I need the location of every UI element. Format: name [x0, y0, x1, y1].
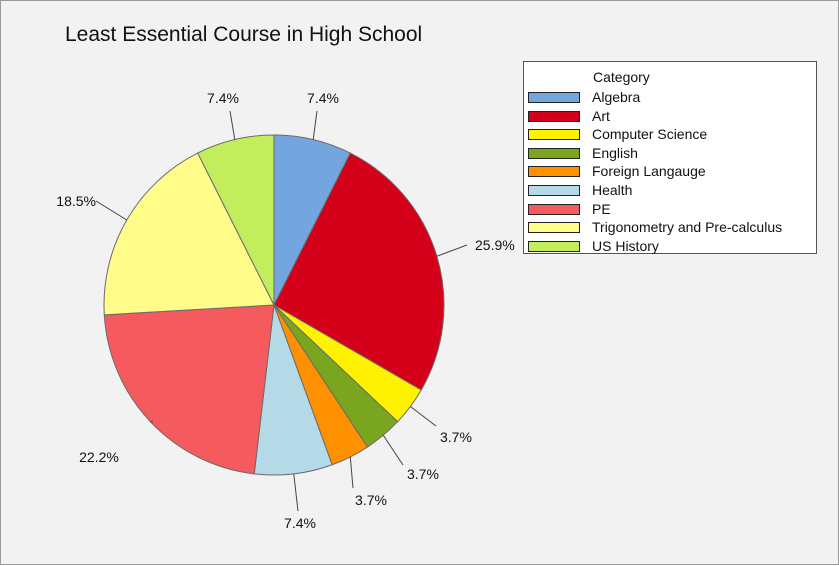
data-label-art: 25.9%	[475, 237, 515, 253]
legend-swatch-trigonometry-and-pre-calculus	[528, 222, 580, 233]
leader-line-english	[383, 435, 403, 465]
leader-line-art	[437, 245, 467, 256]
leader-line-algebra	[313, 111, 317, 140]
legend-item-algebra: Algebra	[528, 89, 816, 107]
legend-label-us-history: US History	[592, 238, 659, 254]
legend-item-english: English	[528, 145, 816, 163]
legend-label-foreign-langauge: Foreign Langauge	[592, 163, 706, 179]
leader-line-us-history	[230, 111, 235, 140]
data-label-english: 3.7%	[407, 466, 439, 482]
data-label-foreign-langauge: 3.7%	[355, 492, 387, 508]
legend-swatch-art	[528, 111, 580, 122]
leader-line-health	[294, 474, 298, 511]
pie-slice-pe	[104, 305, 274, 474]
legend-swatch-health	[528, 185, 580, 196]
legend-item-trigonometry-and-pre-calculus: Trigonometry and Pre-calculus	[528, 219, 816, 237]
data-label-us-history: 7.4%	[207, 90, 239, 106]
legend: Category Algebra Art Computer Science Engli…	[523, 61, 817, 254]
data-label-health: 7.4%	[284, 515, 316, 531]
legend-swatch-algebra	[528, 92, 580, 103]
legend-label-english: English	[592, 145, 638, 161]
legend-label-art: Art	[592, 108, 610, 124]
leader-line-trigonometry-and-pre-calculus	[96, 201, 127, 220]
legend-swatch-us-history	[528, 241, 580, 252]
data-label-algebra: 7.4%	[307, 90, 339, 106]
legend-swatch-computer-science	[528, 129, 580, 140]
legend-item-health: Health	[528, 182, 816, 200]
legend-label-trigonometry-and-pre-calculus: Trigonometry and Pre-calculus	[592, 219, 782, 235]
legend-title: Category	[593, 69, 650, 85]
legend-item-computer-science: Computer Science	[528, 126, 816, 144]
legend-item-us-history: US History	[528, 238, 816, 256]
leader-line-computer-science	[410, 407, 436, 426]
legend-item-art: Art	[528, 108, 816, 126]
data-label-pe: 22.2%	[79, 449, 119, 465]
legend-label-computer-science: Computer Science	[592, 126, 707, 142]
leader-line-foreign-langauge	[350, 457, 353, 488]
data-label-computer-science: 3.7%	[440, 429, 472, 445]
legend-label-algebra: Algebra	[592, 89, 640, 105]
legend-item-foreign-langauge: Foreign Langauge	[528, 163, 816, 181]
data-label-trigonometry-and-pre-calculus: 18.5%	[56, 193, 96, 209]
legend-swatch-foreign-langauge	[528, 166, 580, 177]
legend-swatch-pe	[528, 204, 580, 215]
legend-item-pe: PE	[528, 201, 816, 219]
legend-swatch-english	[528, 148, 580, 159]
legend-label-pe: PE	[592, 201, 611, 217]
legend-label-health: Health	[592, 182, 632, 198]
